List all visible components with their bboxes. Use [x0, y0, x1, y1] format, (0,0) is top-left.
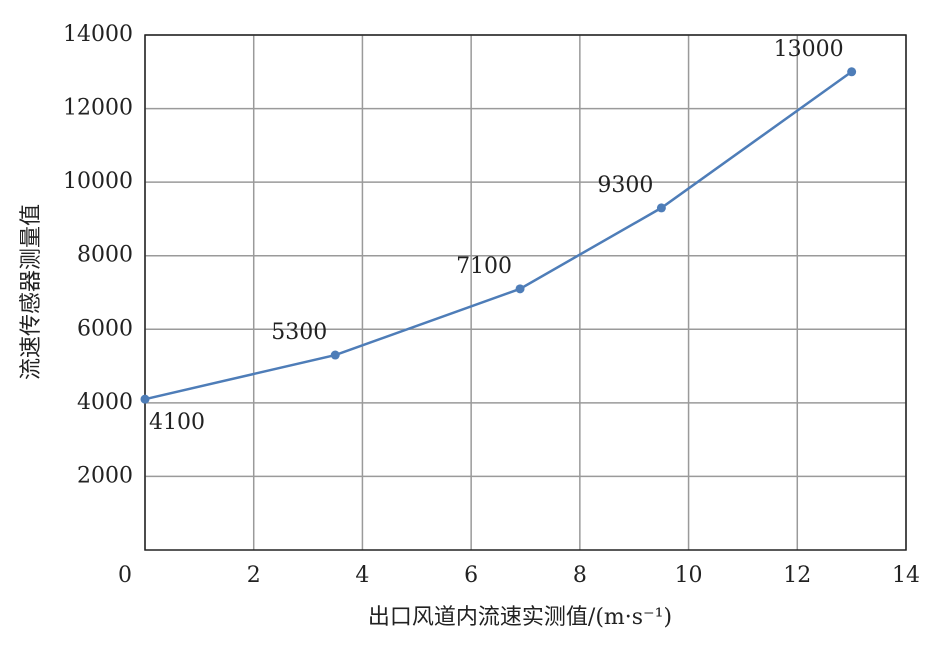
y-tick-label: 14000	[63, 22, 133, 47]
y-tick-label: 8000	[77, 243, 133, 268]
y-tick-label: 2000	[77, 463, 133, 488]
x-tick-label: 12	[783, 563, 811, 588]
data-point	[656, 203, 666, 213]
x-tick-label: 8	[573, 563, 587, 588]
plot-frame	[144, 34, 907, 551]
data-label: 9300	[597, 173, 653, 198]
data-point	[140, 394, 150, 404]
data-point	[847, 67, 857, 77]
y-tick-label: 10000	[63, 169, 133, 194]
y-tick-label: 6000	[77, 316, 133, 341]
x-tick-label: 0	[118, 563, 132, 588]
x-tick-label: 4	[355, 563, 369, 588]
data-point	[330, 350, 340, 360]
y-axis-label: 流速传感器测量值	[19, 204, 44, 380]
x-axis-label: 出口风道内流速实测值/(m·s⁻¹)	[368, 605, 672, 630]
y-tick-label: 4000	[77, 390, 133, 415]
data-point	[515, 284, 525, 294]
data-line	[144, 70, 853, 401]
data-label: 4100	[149, 410, 205, 435]
x-tick-label: 10	[675, 563, 703, 588]
x-tick-label: 2	[247, 563, 261, 588]
data-label: 7100	[456, 254, 512, 279]
y-tick-label: 12000	[63, 96, 133, 121]
x-tick-label: 14	[892, 563, 920, 588]
x-tick-label: 6	[464, 563, 478, 588]
data-label: 5300	[271, 320, 327, 345]
data-label: 13000	[774, 37, 844, 62]
